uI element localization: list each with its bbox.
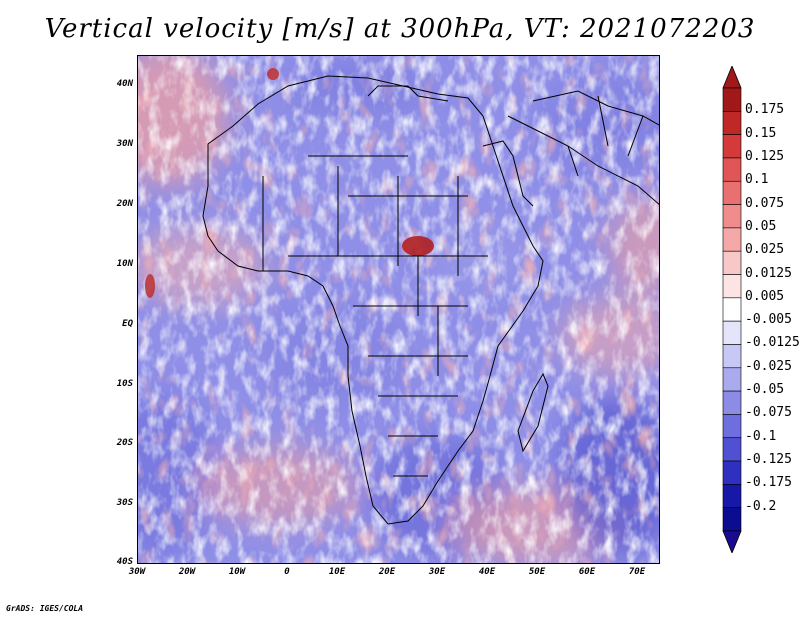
lat-label-40n: 40N bbox=[116, 79, 133, 89]
colorbar-tick-label: -0.05 bbox=[745, 382, 785, 398]
lat-label-20s: 20S bbox=[116, 438, 133, 448]
lon-label-0: 0 bbox=[284, 567, 290, 577]
lon-label-30e: 30E bbox=[428, 567, 446, 577]
colorbar-band bbox=[722, 297, 742, 322]
colorbar-band bbox=[722, 87, 742, 112]
colorbar-band bbox=[722, 180, 742, 205]
colorbar-tick-label: 0.0125 bbox=[745, 265, 792, 281]
colorbar-band bbox=[722, 274, 742, 299]
colorbar-tick-label: -0.005 bbox=[745, 312, 792, 328]
page-title: Vertical velocity [m/s] at 300hPa, VT: 2… bbox=[44, 14, 756, 44]
colorbar-band bbox=[722, 484, 742, 508]
colorbar-tick-label: 0.005 bbox=[745, 288, 785, 304]
lat-label-20n: 20N bbox=[116, 199, 133, 209]
colorbar-tick-label: 0.05 bbox=[745, 218, 777, 234]
colorbar-tick-label: -0.2 bbox=[745, 498, 777, 514]
colorbar-tick-label: -0.025 bbox=[745, 358, 792, 374]
colorbar-band bbox=[722, 157, 742, 182]
colorbar-band bbox=[722, 414, 742, 439]
lat-label-eq: EQ bbox=[122, 319, 133, 329]
lat-label-40s: 40S bbox=[116, 557, 133, 567]
colorbar-bottom-arrow bbox=[722, 530, 742, 553]
colorbar-tick-label: -0.0125 bbox=[745, 335, 800, 351]
lon-label-60e: 60E bbox=[578, 567, 596, 577]
footer-credit: GrADS: IGES/COLA bbox=[6, 604, 84, 613]
colorbar-tick-label: -0.125 bbox=[745, 452, 792, 468]
colorbar-band bbox=[722, 390, 742, 415]
lon-label-20e: 20E bbox=[378, 567, 396, 577]
colorbar-tick-label: 0.075 bbox=[745, 195, 785, 211]
lon-label-10e: 10E bbox=[328, 567, 346, 577]
colorbar-tick-label: -0.175 bbox=[745, 475, 792, 491]
lon-label-20w: 20W bbox=[178, 567, 196, 577]
colorbar-band bbox=[722, 437, 742, 462]
colorbar-band bbox=[722, 344, 742, 369]
colorbar-band bbox=[722, 460, 742, 485]
colorbar-band bbox=[722, 507, 742, 532]
colorbar-band bbox=[722, 250, 742, 275]
colorbar-band bbox=[722, 320, 742, 345]
lon-label-70e: 70E bbox=[628, 567, 646, 577]
lon-label-30w: 30W bbox=[128, 567, 146, 577]
colorbar-band bbox=[722, 134, 742, 159]
colorbar-band bbox=[722, 367, 742, 392]
colorbar-tick-label: 0.15 bbox=[745, 125, 777, 141]
colorbar-tick-label: -0.075 bbox=[745, 405, 792, 421]
colorbar-band bbox=[722, 204, 742, 229]
strong-ascent-sudan bbox=[402, 236, 434, 256]
colorbar-tick-label: 0.1 bbox=[745, 172, 769, 188]
colorbar-tick-label: -0.1 bbox=[745, 428, 777, 444]
colorbar-tick-label: 0.175 bbox=[745, 102, 785, 118]
vertical-velocity-field bbox=[138, 56, 659, 563]
lat-label-30s: 30S bbox=[116, 498, 133, 508]
colorbar-top-arrow bbox=[722, 66, 742, 89]
lon-label-10w: 10W bbox=[228, 567, 246, 577]
colorbar bbox=[722, 66, 742, 553]
lat-label-10n: 10N bbox=[116, 259, 133, 269]
lon-label-40e: 40E bbox=[478, 567, 496, 577]
lon-label-50e: 50E bbox=[528, 567, 546, 577]
colorbar-tick-label: 0.125 bbox=[745, 148, 785, 164]
lat-label-10s: 10S bbox=[116, 379, 133, 389]
colorbar-tick-label: 0.025 bbox=[745, 242, 785, 258]
colorbar-band bbox=[722, 227, 742, 252]
colorbar-band bbox=[722, 111, 742, 135]
lat-label-30n: 30N bbox=[116, 139, 133, 149]
coastlines-and-borders bbox=[202, 75, 659, 525]
map-panel bbox=[137, 55, 660, 564]
